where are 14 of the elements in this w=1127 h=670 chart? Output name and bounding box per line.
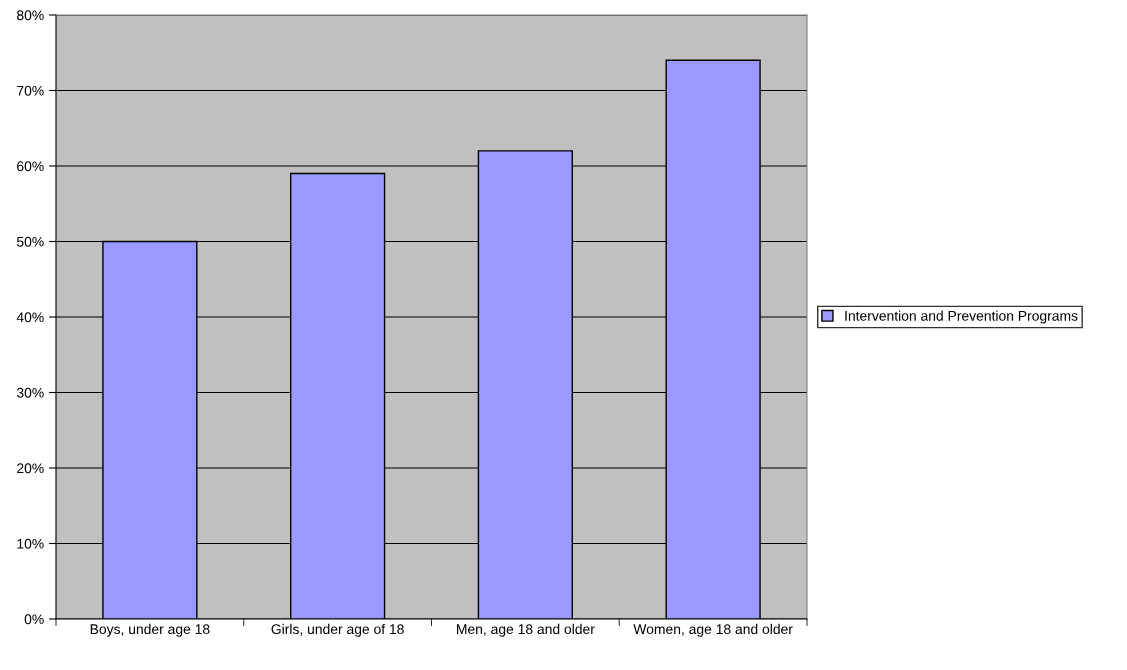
y-tick-label: 30% [16,387,44,398]
y-tick-label: 60% [17,161,44,172]
y-tick-label: 0% [24,614,44,625]
y-tick-label: 80% [17,10,44,21]
y-tick-label: 70% [17,85,44,96]
x-tick-label: Men, age 18 and older [457,623,595,637]
x-tick-label: Girls, under age of 18 [271,623,404,637]
y-tick-label: 10% [17,538,44,549]
y-tick-label: 50% [16,236,44,247]
y-tick-label: 20% [17,463,44,474]
y-tick-label: 40% [16,312,44,323]
x-tick-label: Boys, under age 18 [90,623,210,637]
x-tick-label: Women, age 18 and older [633,623,793,637]
legend-label: Intervention and Prevention Programs [845,310,1078,324]
